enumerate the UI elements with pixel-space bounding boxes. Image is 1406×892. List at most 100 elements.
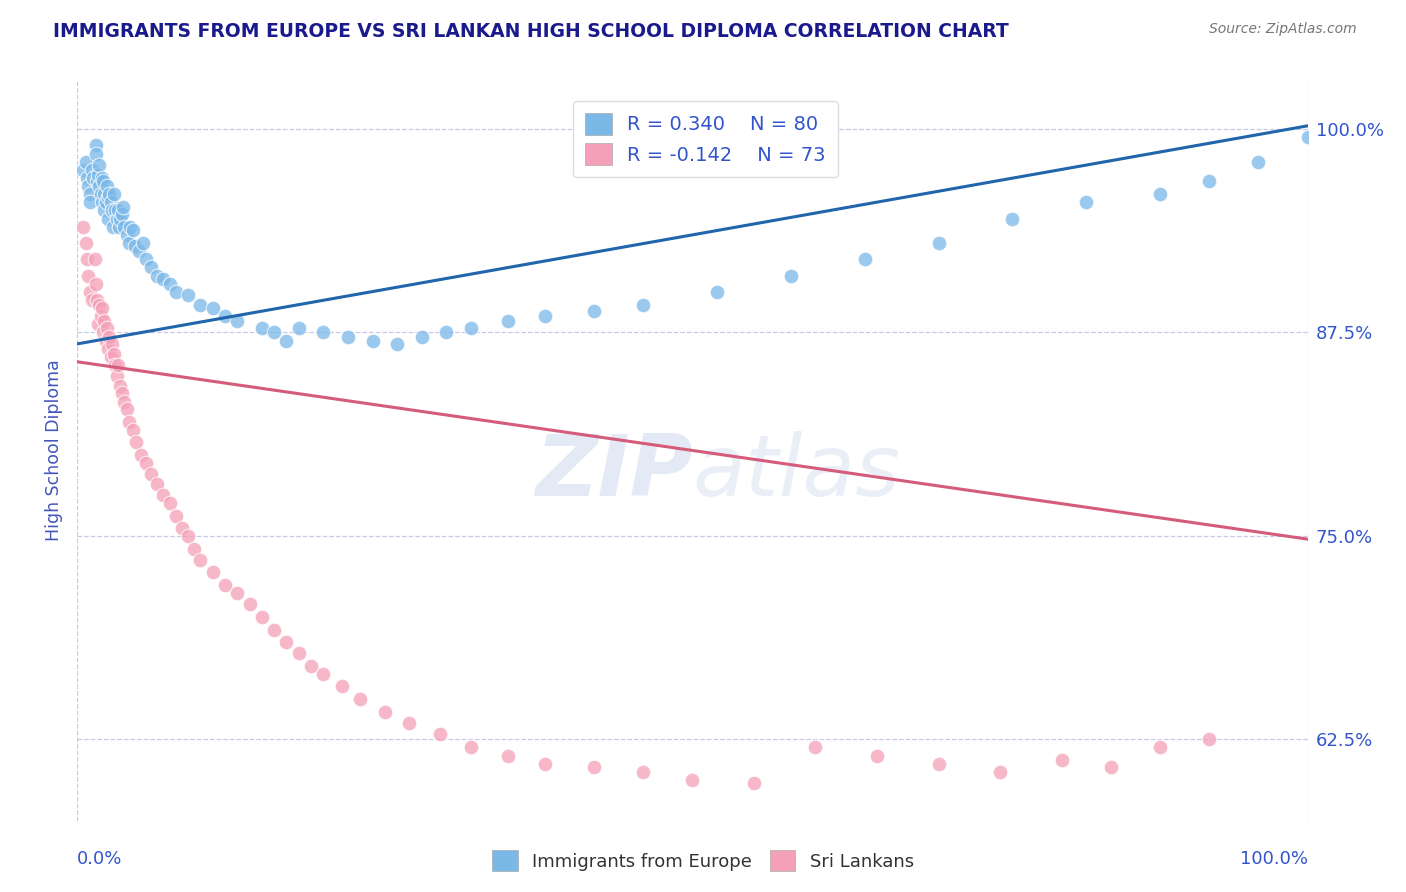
Point [411, 330, 433, 344]
Point [97, 211, 120, 226]
Point [152, 272, 174, 286]
Point [115, 227, 138, 242]
Point [188, 298, 212, 312]
Point [928, 756, 950, 771]
Point [125, 434, 148, 449]
Point [77, 179, 100, 194]
Point [263, 326, 285, 340]
Point [72, 219, 94, 234]
Point [131, 235, 153, 250]
Point [110, 211, 132, 226]
Point [239, 597, 262, 611]
Point [121, 423, 143, 437]
Point [312, 667, 335, 681]
Point [111, 385, 132, 400]
Point [1296, 130, 1319, 145]
Point [118, 235, 141, 250]
Text: ZIP: ZIP [534, 431, 693, 514]
Point [1001, 211, 1024, 226]
Point [928, 235, 950, 250]
Point [201, 301, 224, 315]
Point [361, 334, 384, 348]
Point [299, 659, 322, 673]
Point [534, 756, 557, 771]
Point [90, 195, 114, 210]
Point [97, 342, 120, 356]
Point [496, 314, 519, 328]
Point [93, 314, 115, 328]
Point [120, 219, 142, 234]
Point [633, 764, 655, 779]
Point [460, 320, 482, 334]
Point [170, 521, 193, 535]
Point [1076, 195, 1098, 210]
Point [96, 179, 118, 194]
Point [103, 187, 125, 202]
Point [98, 187, 121, 202]
Point [226, 314, 249, 328]
Point [141, 260, 163, 275]
Point [77, 268, 100, 283]
Point [263, 624, 285, 638]
Point [104, 203, 127, 218]
Point [103, 346, 125, 360]
Point [706, 285, 728, 299]
Point [76, 170, 98, 185]
Point [89, 158, 111, 172]
Point [79, 285, 101, 299]
Point [250, 610, 273, 624]
Text: 100.0%: 100.0% [1240, 850, 1308, 868]
Point [82, 162, 104, 177]
Point [165, 509, 187, 524]
Point [111, 207, 132, 221]
Point [1198, 732, 1220, 747]
Point [93, 203, 115, 218]
Point [349, 691, 371, 706]
Point [188, 553, 212, 567]
Point [1149, 187, 1171, 202]
Point [86, 293, 108, 307]
Point [436, 326, 458, 340]
Point [89, 298, 111, 312]
Point [183, 541, 205, 556]
Point [460, 740, 482, 755]
Point [75, 235, 97, 250]
Point [111, 200, 134, 214]
Point [583, 304, 606, 318]
Point [633, 298, 655, 312]
Point [276, 334, 298, 348]
Point [94, 195, 117, 210]
Point [79, 195, 101, 210]
Point [87, 168, 110, 182]
Point [105, 211, 128, 226]
Point [337, 330, 360, 344]
Point [1099, 760, 1122, 774]
Point [91, 326, 114, 340]
Point [90, 170, 114, 185]
Point [177, 288, 200, 302]
Point [534, 310, 557, 324]
Point [104, 358, 127, 372]
Point [91, 174, 114, 188]
Point [107, 203, 129, 218]
Legend: R = 0.340    N = 80, R = -0.142    N = 73: R = 0.340 N = 80, R = -0.142 N = 73 [574, 101, 838, 178]
Point [112, 219, 135, 234]
Point [682, 772, 704, 787]
Point [398, 716, 420, 731]
Point [86, 174, 108, 188]
Point [90, 187, 112, 202]
Point [496, 748, 519, 763]
Text: Source: ZipAtlas.com: Source: ZipAtlas.com [1209, 22, 1357, 37]
Point [1198, 174, 1220, 188]
Point [1149, 740, 1171, 755]
Y-axis label: High School Diploma: High School Diploma [45, 359, 63, 541]
Point [82, 170, 104, 185]
Point [165, 285, 187, 299]
Point [84, 138, 107, 153]
Point [129, 448, 153, 462]
Point [146, 268, 169, 283]
Point [988, 764, 1011, 779]
Point [214, 310, 236, 324]
Point [177, 529, 200, 543]
Point [84, 277, 107, 291]
